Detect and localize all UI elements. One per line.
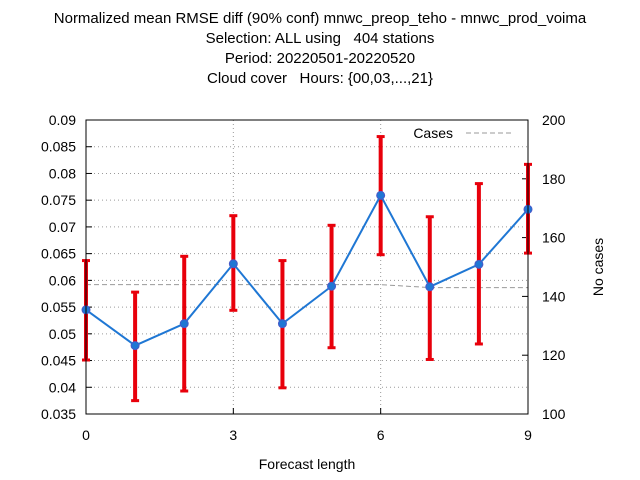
data-point <box>425 282 435 292</box>
y2-tick-label: 140 <box>542 288 566 304</box>
plot-frame <box>85 119 529 415</box>
y2-tick-label: 180 <box>542 171 566 187</box>
legend: Cases <box>413 125 512 141</box>
x-axis-label: Forecast length <box>259 456 356 472</box>
y-tick-label: 0.065 <box>41 246 76 262</box>
y-tick-label: 0.045 <box>41 353 76 369</box>
y2-axis-ticks: 100 120 140 160 180 200 <box>522 112 566 422</box>
y2-tick-label: 200 <box>542 112 566 128</box>
y-tick-label: 0.09 <box>49 112 76 128</box>
legend-label-cases: Cases <box>413 125 453 141</box>
cases-line <box>86 284 528 289</box>
chart-title-line-4: Cloud cover Hours: {00,03,...,21} <box>207 70 433 87</box>
data-point <box>327 281 337 291</box>
x-tick-label: 0 <box>82 427 90 443</box>
cases-series <box>86 284 528 289</box>
y2-tick-label: 100 <box>542 406 566 422</box>
rmse-series <box>81 190 533 351</box>
y-axis-ticks: 0.035 0.04 0.045 0.05 0.055 0.06 0.065 0.07 0.07… <box>41 112 92 422</box>
chart-title-line-3: Period: 20220501-20220520 <box>224 50 416 67</box>
grid <box>86 120 528 414</box>
y-tick-label: 0.075 <box>41 192 76 208</box>
chart-title-line-1: Normalized mean RMSE diff (90% conf) mnw… <box>53 10 587 27</box>
rmse-line <box>85 193 529 347</box>
y-tick-label: 0.05 <box>49 326 76 342</box>
data-point <box>179 319 189 329</box>
chart-title-line-2: Selection: ALL using 404 stations <box>205 30 435 47</box>
y2-axis-label: No cases <box>590 238 606 296</box>
data-point <box>130 341 140 351</box>
y-tick-label: 0.04 <box>49 379 76 395</box>
x-tick-label: 9 <box>524 427 532 443</box>
y-tick-label: 0.06 <box>49 272 76 288</box>
x-axis-ticks: 0 3 6 9 <box>82 408 532 443</box>
x-tick-label: 6 <box>377 427 385 443</box>
y2-tick-label: 120 <box>542 347 566 363</box>
y2-tick-label: 160 <box>542 230 566 246</box>
x-tick-label: 3 <box>229 427 237 443</box>
data-point <box>474 259 484 269</box>
y-tick-label: 0.07 <box>49 219 76 235</box>
data-point <box>376 190 386 200</box>
y-tick-label: 0.035 <box>41 406 76 422</box>
data-point <box>277 319 287 329</box>
y-tick-label: 0.055 <box>41 299 76 315</box>
y-tick-label: 0.085 <box>41 139 76 155</box>
data-point <box>228 259 238 269</box>
y-tick-label: 0.08 <box>49 165 76 181</box>
